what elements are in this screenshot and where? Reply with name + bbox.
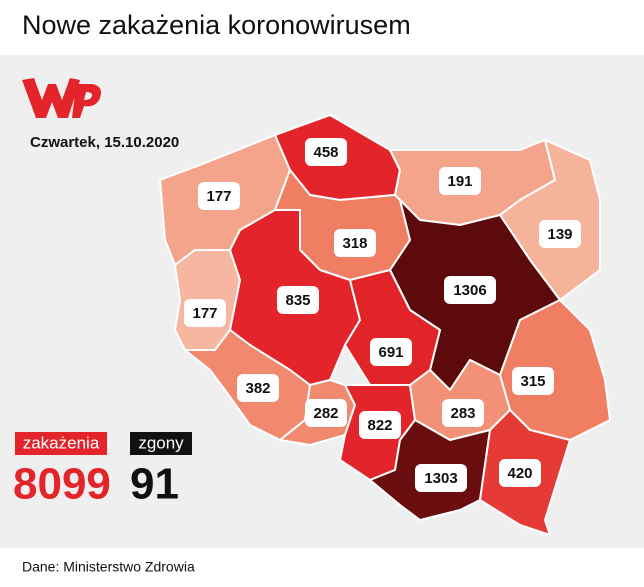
label-box bbox=[499, 459, 541, 487]
label-box bbox=[415, 464, 467, 492]
cases-label-box bbox=[15, 432, 107, 455]
region-value: 191 bbox=[447, 173, 472, 190]
date: Czwartek, 15.10.2020 bbox=[30, 134, 179, 151]
deaths-total: 91 bbox=[130, 460, 179, 509]
label-box bbox=[439, 167, 481, 195]
label-box bbox=[444, 276, 496, 304]
region-value: 139 bbox=[547, 226, 572, 243]
region-value: 420 bbox=[507, 465, 532, 482]
label-box bbox=[237, 374, 279, 402]
label-box bbox=[539, 220, 581, 248]
region-value: 822 bbox=[367, 417, 392, 434]
region-value: 282 bbox=[313, 405, 338, 422]
label-box bbox=[359, 411, 401, 439]
label-box bbox=[305, 138, 347, 166]
region-value: 283 bbox=[450, 405, 475, 422]
region-value: 458 bbox=[313, 144, 338, 161]
region-value: 318 bbox=[342, 235, 367, 252]
region-labels: 177 458 191 139 318 1306 177 835 691 315 382 282 822… bbox=[184, 138, 581, 492]
source: Dane: Ministerstwo Zdrowia bbox=[22, 559, 195, 575]
cases-label: zakażenia bbox=[23, 433, 100, 452]
label-box bbox=[370, 338, 412, 366]
label-box bbox=[442, 399, 484, 427]
label-box bbox=[277, 286, 319, 314]
region-value: 1306 bbox=[453, 282, 486, 299]
label-box bbox=[305, 399, 347, 427]
region-value: 691 bbox=[378, 344, 403, 361]
region-value: 177 bbox=[192, 305, 217, 322]
region-value: 177 bbox=[206, 188, 231, 205]
region-value: 382 bbox=[245, 380, 270, 397]
logo bbox=[22, 78, 101, 118]
region-value: 1303 bbox=[424, 470, 457, 487]
label-box bbox=[198, 182, 240, 210]
label-box bbox=[512, 367, 554, 395]
title: Nowe zakażenia koronowirusem bbox=[22, 10, 411, 40]
region-value: 315 bbox=[520, 373, 545, 390]
cases-total: 8099 bbox=[13, 460, 111, 509]
deaths-label-box bbox=[130, 432, 192, 455]
label-box bbox=[334, 229, 376, 257]
region-value: 835 bbox=[285, 292, 310, 309]
deaths-label: zgony bbox=[138, 433, 184, 452]
label-box bbox=[184, 299, 226, 327]
